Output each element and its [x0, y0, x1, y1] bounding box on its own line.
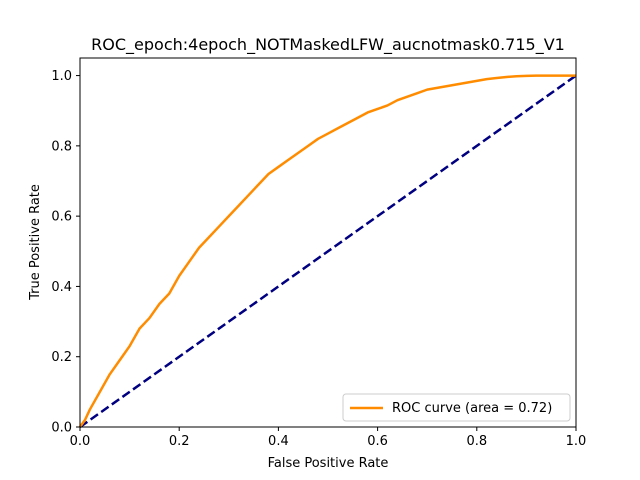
- legend-label: ROC curve (area = 0.72): [392, 401, 552, 416]
- x-tick-label: 1.0: [566, 434, 587, 449]
- roc-curve-line: [78, 74, 576, 428]
- y-tick-label: 0.6: [51, 210, 72, 225]
- ticks-layer: 0.0 0.2 0.4 0.6 0.8 1.0 0.0 0.2 0.4 0.6 0.8 1.0: [51, 69, 586, 449]
- y-tick-label: 0.0: [51, 421, 72, 436]
- x-tick-label: 0.0: [70, 434, 91, 449]
- x-tick-label: 0.6: [367, 434, 388, 449]
- y-axis-label: True Positive Rate: [28, 184, 43, 301]
- x-tick-label: 0.8: [466, 434, 487, 449]
- y-tick-label: 1.0: [51, 69, 72, 84]
- x-tick-label: 0.4: [268, 434, 289, 449]
- legend: ROC curve (area = 0.72): [342, 393, 571, 422]
- y-tick-label: 0.4: [51, 280, 72, 295]
- y-tick-label: 0.2: [51, 350, 72, 365]
- x-axis-label: False Positive Rate: [268, 456, 389, 471]
- legend-box: [342, 393, 571, 422]
- y-tick-label: 0.8: [51, 139, 72, 154]
- series-layer: [78, 74, 577, 429]
- chance-diagonal-line: [79, 74, 577, 429]
- x-tick-label: 0.2: [169, 434, 190, 449]
- chart-title: ROC_epoch:4epoch_NOTMaskedLFW_aucnotmask…: [91, 35, 565, 55]
- plot-frame: [79, 57, 577, 428]
